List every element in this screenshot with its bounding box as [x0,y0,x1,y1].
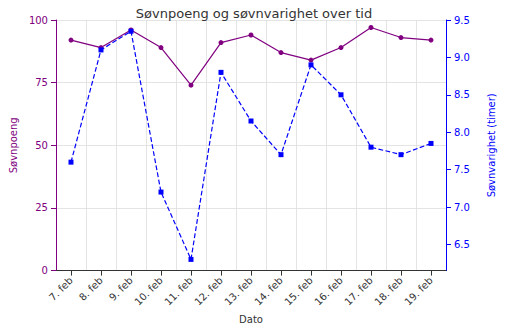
svg-text:50: 50 [35,140,48,151]
svg-text:7.5: 7.5 [454,164,470,175]
svg-text:7.0: 7.0 [454,202,470,213]
svg-text:9. feb: 9. feb [107,275,135,303]
svg-text:100: 100 [29,15,48,26]
svg-text:7. feb: 7. feb [47,275,75,303]
svg-text:8.5: 8.5 [454,89,470,100]
svg-text:13. feb: 13. feb [222,275,255,308]
svg-text:Søvnpoeng og søvnvarighet over: Søvnpoeng og søvnvarighet over tid [136,6,372,21]
svg-text:19. feb: 19. feb [402,275,435,308]
svg-text:25: 25 [35,202,48,213]
svg-text:8.0: 8.0 [454,127,470,138]
svg-text:18. feb: 18. feb [372,275,405,308]
svg-text:9.5: 9.5 [454,15,470,26]
svg-text:6.5: 6.5 [454,239,470,250]
svg-text:12. feb: 12. feb [192,275,225,308]
svg-text:10. feb: 10. feb [132,275,165,308]
svg-text:Søvnvarighet (timer): Søvnvarighet (timer) [486,93,497,197]
svg-text:14. feb: 14. feb [252,275,285,308]
svg-text:0: 0 [42,265,48,276]
svg-text:11. feb: 11. feb [162,275,195,308]
svg-text:75: 75 [35,77,48,88]
svg-text:17. feb: 17. feb [342,275,375,308]
svg-text:8. feb: 8. feb [77,275,105,303]
svg-text:15. feb: 15. feb [282,275,315,308]
svg-text:Dato: Dato [239,314,263,325]
svg-text:16. feb: 16. feb [312,275,345,308]
svg-text:Søvnpoeng: Søvnpoeng [8,117,19,173]
svg-text:9.0: 9.0 [454,52,470,63]
